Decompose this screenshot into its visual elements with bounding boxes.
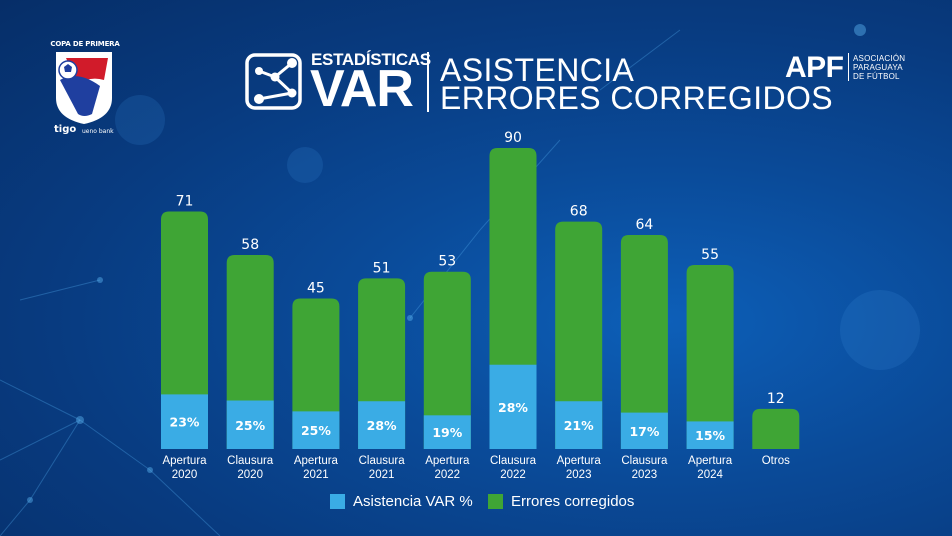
category-label: Clausura bbox=[490, 455, 537, 467]
header-var: VAR bbox=[310, 60, 414, 118]
var-network-icon bbox=[245, 53, 302, 110]
bar-errores-corregidos bbox=[620, 234, 668, 449]
bar-errores-corregidos bbox=[752, 408, 800, 449]
category-label: 2023 bbox=[632, 469, 658, 481]
pct-label: 23% bbox=[170, 415, 200, 430]
value-label: 64 bbox=[635, 217, 653, 233]
header-divider bbox=[427, 52, 429, 112]
bar-asistencia-var bbox=[161, 394, 208, 449]
apf-name-line-2: PARAGUAYA bbox=[853, 63, 903, 72]
value-label: 55 bbox=[701, 247, 719, 263]
legend-swatch-asistencia bbox=[330, 494, 345, 509]
sponsor-ueno: ueno bank bbox=[82, 128, 114, 135]
bar-asistencia-var bbox=[620, 412, 668, 449]
category-label: 2020 bbox=[172, 469, 198, 481]
value-label: 45 bbox=[307, 281, 325, 297]
pct-label: 19% bbox=[432, 425, 462, 440]
copa-de-primera-logo bbox=[56, 52, 112, 124]
bar-asistencia-var bbox=[292, 411, 340, 449]
bar-errores-corregidos bbox=[686, 265, 734, 449]
pct-label: 25% bbox=[301, 423, 331, 438]
category-label: Otros bbox=[762, 455, 790, 467]
bar-asistencia-var bbox=[489, 364, 537, 449]
apf-name-line-3: DE FÚTBOL bbox=[853, 72, 900, 81]
title-line-1: ASISTENCIA bbox=[440, 52, 635, 88]
bar-asistencia-var bbox=[686, 421, 734, 449]
pct-label: 21% bbox=[564, 418, 594, 433]
pct-label: 28% bbox=[498, 400, 528, 415]
bar-asistencia-var bbox=[358, 401, 406, 449]
category-label: 2021 bbox=[303, 469, 329, 481]
category-label: Clausura bbox=[359, 455, 406, 467]
legend-swatch-errores bbox=[488, 494, 503, 509]
bar-asistencia-var bbox=[423, 415, 471, 449]
category-label: Apertura bbox=[162, 455, 207, 467]
category-label: Clausura bbox=[621, 455, 668, 467]
legend-label-errores: Errores corregidos bbox=[511, 493, 635, 510]
category-label: Clausura bbox=[227, 455, 274, 467]
value-label: 58 bbox=[241, 237, 259, 253]
apf-logo: APF bbox=[785, 51, 844, 84]
legend-label-asistencia: Asistencia VAR % bbox=[353, 493, 473, 510]
value-label: 68 bbox=[570, 204, 588, 220]
pct-label: 28% bbox=[367, 418, 397, 433]
value-label: 51 bbox=[373, 260, 391, 276]
sponsor-tigo: tigo bbox=[54, 124, 77, 135]
header-estadisticas: ESTADÍSTICAS bbox=[311, 50, 431, 69]
value-label: 71 bbox=[176, 194, 194, 210]
category-label: 2022 bbox=[500, 469, 526, 481]
category-label: 2023 bbox=[566, 469, 592, 481]
pct-label: 25% bbox=[235, 418, 265, 433]
title-line-2: ERRORES CORREGIDOS bbox=[440, 80, 834, 116]
category-label: 2021 bbox=[369, 469, 395, 481]
value-label: 53 bbox=[438, 254, 456, 270]
pct-label: 15% bbox=[695, 428, 725, 443]
bar-errores-corregidos bbox=[161, 211, 208, 449]
bar-asistencia-var bbox=[555, 401, 603, 449]
category-label: Apertura bbox=[425, 455, 470, 467]
value-label: 90 bbox=[504, 130, 522, 146]
value-label: 12 bbox=[767, 391, 785, 407]
category-label: Apertura bbox=[557, 455, 602, 467]
apf-divider bbox=[848, 53, 849, 81]
bar-asistencia-var bbox=[226, 400, 274, 449]
tournament-name: COPA DE PRIMERA bbox=[50, 40, 120, 48]
bar-errores-corregidos bbox=[423, 271, 471, 449]
category-label: Apertura bbox=[688, 455, 733, 467]
category-label: 2020 bbox=[237, 469, 263, 481]
category-label: 2024 bbox=[697, 469, 723, 481]
apf-name-line-1: ASOCIACIÓN bbox=[853, 54, 906, 63]
category-label: 2022 bbox=[435, 469, 461, 481]
bar-errores-corregidos bbox=[555, 221, 603, 449]
pct-label: 17% bbox=[629, 424, 659, 439]
category-label: Apertura bbox=[294, 455, 339, 467]
